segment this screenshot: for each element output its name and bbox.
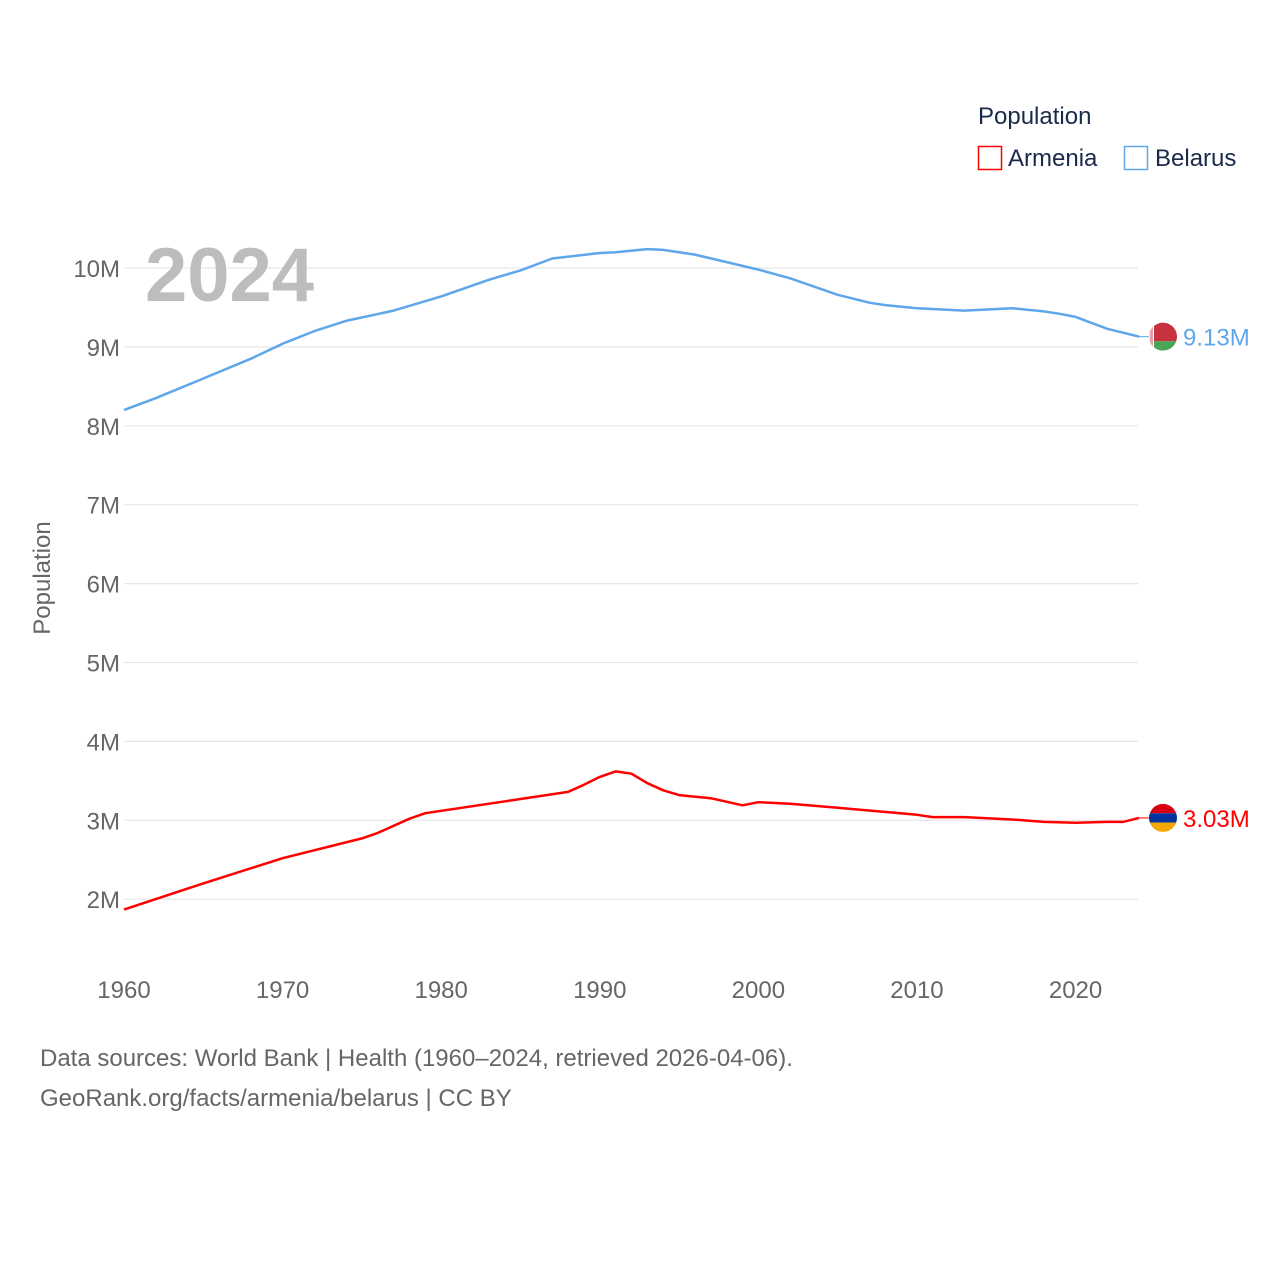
belarus-flag-icon: [1149, 322, 1177, 351]
footer-sources: Data sources: World Bank | Health (1960–…: [40, 1045, 793, 1072]
x-tick-label: 1960: [97, 977, 150, 1004]
y-tick-label: 2M: [87, 887, 120, 914]
x-tick-label: 2010: [890, 977, 943, 1004]
legend-item-armenia[interactable]: Armenia: [977, 145, 1099, 172]
y-tick-label: 4M: [87, 729, 120, 756]
series-end-markers: 3.03M 9.13M: [1139, 322, 1250, 833]
y-tick-label: 7M: [87, 493, 120, 520]
x-tick-label: 1990: [573, 977, 626, 1004]
y-tick-label: 3M: [87, 808, 120, 835]
legend-item-belarus[interactable]: Belarus: [1123, 145, 1237, 172]
x-tick-label: 1980: [414, 977, 467, 1004]
line-belarus: [123, 247, 1140, 412]
y-tick-label: 8M: [87, 414, 120, 441]
line-armenia: [123, 770, 1140, 911]
year-label: 2024: [145, 233, 314, 318]
end-value-label: 3.03M: [1183, 806, 1250, 833]
x-tick-label: 2020: [1049, 977, 1102, 1004]
legend-label: Belarus: [1155, 145, 1236, 172]
y-tick-label: 6M: [87, 572, 120, 599]
legend-title: Population: [978, 103, 1091, 130]
legend: Population Armenia Belarus: [977, 103, 1237, 172]
x-axis-ticks: 1960 1970 1980 1990 2000 2010 2020: [97, 977, 1102, 1004]
x-tick-label: 1970: [256, 977, 309, 1004]
x-tick-label: 2000: [732, 977, 785, 1004]
gridlines: [124, 267, 1138, 900]
y-tick-label: 10M: [73, 256, 120, 283]
y-tick-label: 5M: [87, 651, 120, 678]
end-value-label: 9.13M: [1183, 325, 1250, 352]
y-axis-ticks: 2M 3M 4M 5M 6M 7M 8M 9M 10M: [73, 256, 120, 914]
armenia-flag-icon: [1149, 803, 1177, 832]
legend-label: Armenia: [1008, 145, 1098, 172]
y-axis-title: Population: [29, 521, 56, 634]
footer-attribution[interactable]: GeoRank.org/facts/armenia/belarus | CC B…: [40, 1085, 512, 1112]
y-tick-label: 9M: [87, 335, 120, 362]
series-lines: [123, 247, 1140, 911]
